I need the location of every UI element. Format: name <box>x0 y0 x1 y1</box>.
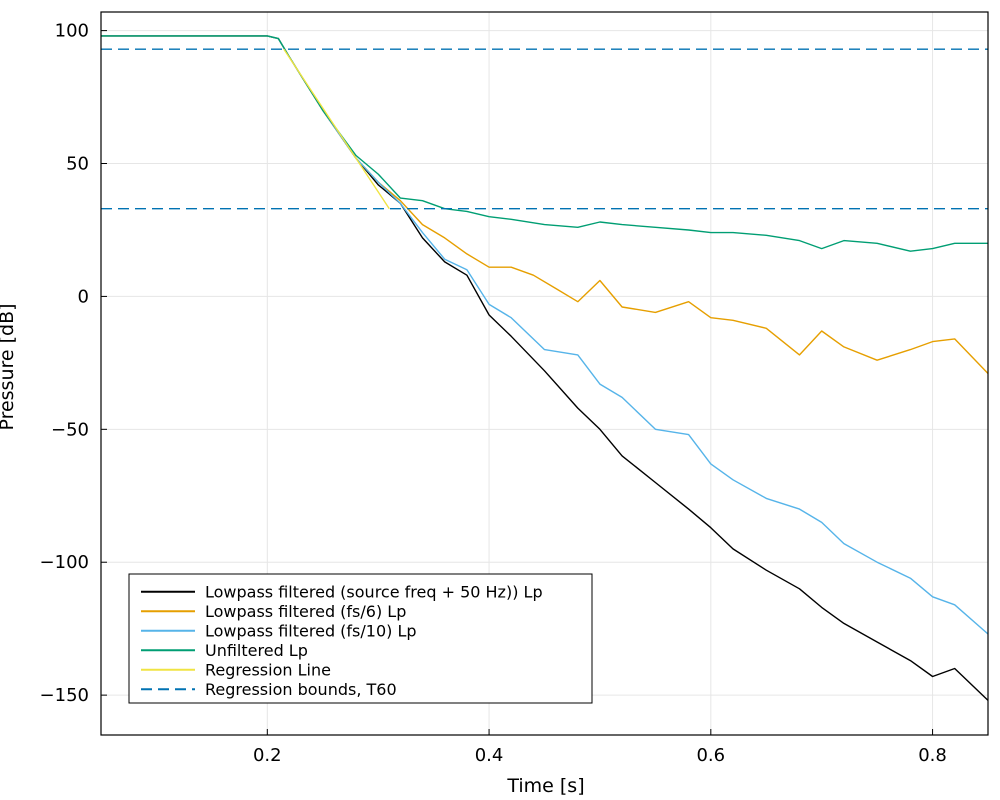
x-tick-label: 0.8 <box>918 745 947 766</box>
legend-label: Regression bounds, T60 <box>205 680 397 699</box>
series-line-1 <box>101 35 989 374</box>
x-axis-label: Time [s] <box>506 775 584 797</box>
series-line-4 <box>283 48 390 210</box>
y-tick-label: −150 <box>40 685 89 706</box>
series-group <box>101 35 989 701</box>
y-tick-label: 0 <box>78 286 89 307</box>
x-tick-label: 0.6 <box>696 745 725 766</box>
series-line-3 <box>101 35 988 252</box>
y-tick-label: 50 <box>66 154 89 175</box>
legend-label: Unfiltered Lp <box>205 641 308 660</box>
plot-frame <box>100 11 989 736</box>
legend-label: Regression Line <box>205 660 331 679</box>
grid <box>101 12 988 735</box>
y-axis-label: Pressure [dB] <box>0 303 18 430</box>
x-tick-label: 0.4 <box>475 745 504 766</box>
series-line-2 <box>101 35 989 635</box>
legend: Lowpass filtered (source freq + 50 Hz)) … <box>128 573 593 704</box>
y-tick-label: −100 <box>40 552 89 573</box>
legend-label: Lowpass filtered (fs/6) Lp <box>205 602 406 621</box>
y-tick-label: 100 <box>55 21 89 42</box>
legend-box <box>128 573 593 704</box>
ticks: 0.2 0.4 0.6 0.8 100 50 0 −50 −100 −150 <box>40 21 947 766</box>
legend-label: Lowpass filtered (source freq + 50 Hz)) … <box>205 582 543 601</box>
x-tick-label: 0.2 <box>253 745 282 766</box>
y-tick-label: −50 <box>51 419 89 440</box>
legend-label: Lowpass filtered (fs/10) Lp <box>205 621 417 640</box>
